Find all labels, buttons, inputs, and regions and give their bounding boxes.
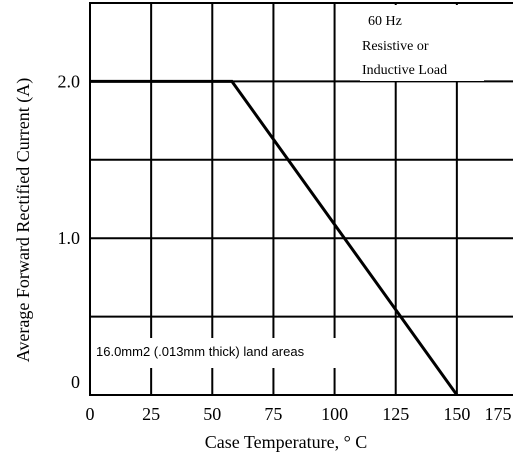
x-axis-label: Case Temperature, ° C [205, 432, 368, 452]
conditions-box: 60 Hz Resistive or Inductive Load [360, 5, 484, 81]
x-tick-label: 175 [485, 404, 512, 424]
plot-frame [89, 2, 513, 396]
land-areas-box-bg [92, 338, 378, 368]
x-tick-label: 25 [142, 404, 160, 424]
y-tick-label: 0 [71, 372, 80, 392]
conditions-box-bg [360, 5, 484, 81]
x-tick-label: 0 [86, 404, 95, 424]
x-tick-label: 125 [382, 404, 409, 424]
x-tick-label: 100 [321, 404, 348, 424]
derating-curve [90, 79, 459, 396]
y-tick-label: 2.0 [58, 71, 81, 91]
y-tick-labels: 0 1.0 2.0 [58, 71, 81, 392]
y-tick-label: 1.0 [58, 228, 81, 248]
conditions-line-1: 60 Hz [368, 14, 402, 29]
x-tick-labels: 0 25 50 75 100 125 150 175 [86, 404, 512, 424]
x-tick-label: 75 [264, 404, 282, 424]
x-tick-label: 50 [203, 404, 221, 424]
land-areas-annotation: 16.0mm2 (.013mm thick) land areas [96, 344, 305, 359]
conditions-line-3: Inductive Load [362, 63, 447, 78]
y-axis-label: Average Forward Rectified Current (A) [13, 78, 34, 363]
conditions-line-2: Resistive or [362, 39, 429, 54]
x-tick-label: 150 [443, 404, 470, 424]
land-areas-box: 16.0mm2 (.013mm thick) land areas [92, 338, 378, 368]
